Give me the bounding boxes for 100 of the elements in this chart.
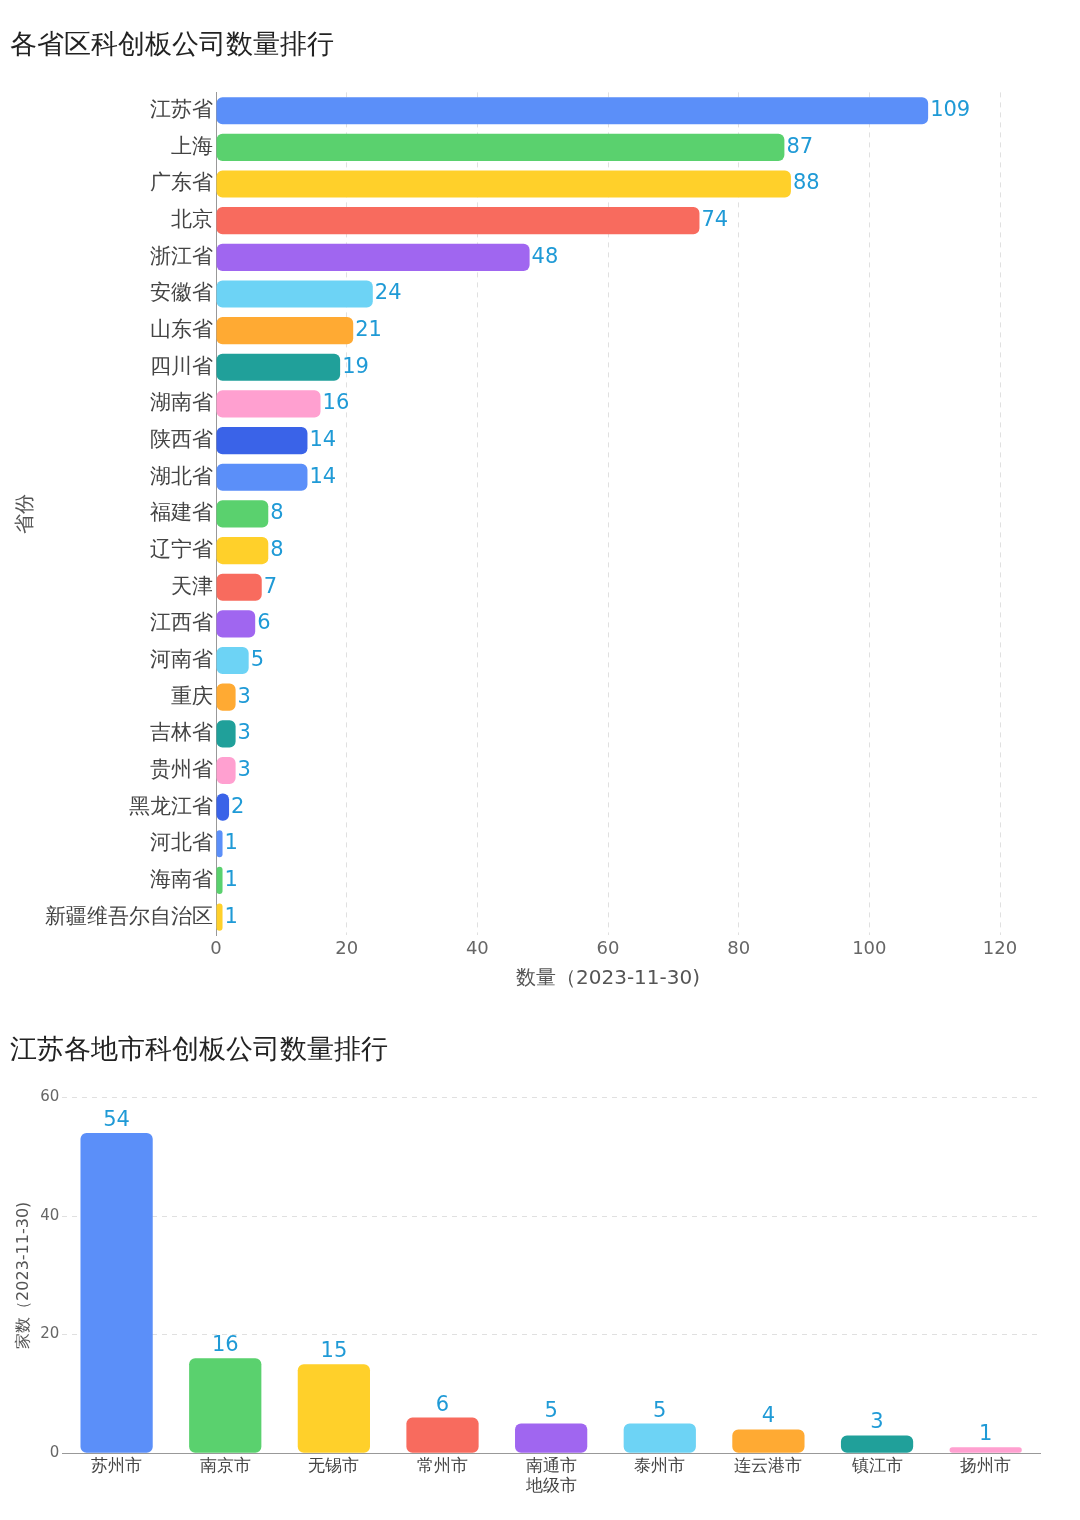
x-tick-label: 苏州市	[91, 1454, 143, 1475]
y-axis-title: 家数（2023-11-30)	[12, 1201, 32, 1349]
data-label: 5	[653, 1397, 667, 1422]
data-label: 74	[701, 207, 729, 232]
y-tick-label: 天津	[171, 573, 213, 598]
data-label: 19	[342, 353, 369, 378]
bar	[406, 1417, 479, 1453]
data-label: 6	[435, 1391, 450, 1416]
x-tick-label: 20	[335, 936, 359, 958]
x-tick-label: 无锡市	[308, 1454, 360, 1475]
y-tick-label: 重庆	[171, 683, 213, 708]
data-label: 21	[355, 317, 382, 342]
data-label: 14	[309, 427, 337, 452]
bar	[216, 610, 256, 638]
data-label: 8	[270, 500, 284, 525]
data-label: 3	[237, 683, 251, 708]
bar	[949, 1447, 1022, 1453]
data-label: 14	[309, 463, 337, 488]
data-label: 16	[211, 1332, 239, 1357]
bar	[216, 463, 308, 491]
bar	[216, 390, 321, 418]
y-tick-label: 黑龙江省	[129, 793, 213, 818]
data-label: 54	[103, 1106, 130, 1131]
data-label: 88	[792, 170, 820, 195]
bar	[297, 1364, 370, 1453]
y-tick-label: 湖南省	[150, 390, 213, 415]
data-label: 24	[374, 280, 402, 305]
data-label: 1	[224, 903, 238, 928]
x-tick-label: 常州市	[417, 1454, 469, 1475]
data-label: 7	[263, 573, 278, 598]
bar	[515, 1423, 588, 1453]
data-label: 109	[930, 97, 971, 122]
x-tick-label: 100	[852, 936, 887, 958]
data-label: 87	[786, 133, 814, 158]
bar	[216, 280, 373, 308]
data-label: 16	[322, 390, 350, 415]
y-tick-label: 40	[40, 1205, 60, 1224]
x-tick-label: 扬州市	[960, 1454, 1012, 1475]
data-label: 15	[320, 1338, 348, 1363]
x-tick-label: 40	[465, 936, 489, 958]
x-tick-label: 南通市地级市	[524, 1454, 577, 1496]
bar	[216, 573, 262, 601]
y-tick-label: 广东省	[150, 170, 213, 195]
y-tick-label: 江西省	[150, 610, 213, 635]
bar	[840, 1435, 914, 1453]
x-tick-label: 120	[982, 936, 1018, 958]
data-label: 1	[224, 866, 238, 891]
data-label: 1	[224, 830, 238, 855]
x-tick-label: 连云港市	[734, 1454, 803, 1475]
y-tick-label: 福建省	[150, 500, 213, 525]
bar	[216, 427, 308, 455]
bar	[189, 1358, 262, 1453]
x-tick-label: 泰州市	[634, 1454, 686, 1475]
y-tick-label: 海南省	[150, 866, 213, 891]
y-tick-label: 四川省	[150, 353, 213, 378]
y-axis-title: 省份	[12, 493, 37, 534]
data-label: 8	[270, 537, 284, 562]
x-axis-title: 数量（2023-11-30)	[515, 965, 701, 990]
data-label: 3	[870, 1409, 884, 1434]
data-label: 4	[761, 1403, 776, 1428]
bar	[216, 243, 530, 271]
bar	[80, 1132, 153, 1453]
x-tick-label: 镇江市	[850, 1454, 903, 1475]
data-label: 3	[237, 720, 251, 745]
y-tick-label: 上海	[171, 133, 213, 158]
y-tick-label: 新疆维吾尔自治区	[45, 903, 213, 928]
data-label: 2	[231, 793, 245, 818]
chart-title: 各省区科创板公司数量排行	[10, 28, 334, 60]
y-tick-label: 吉林省	[150, 720, 213, 745]
bar	[216, 170, 791, 198]
y-tick-label: 60	[40, 1087, 60, 1106]
data-label: 5	[250, 646, 265, 671]
bar	[216, 720, 236, 748]
x-tick-label: 80	[727, 936, 751, 958]
y-tick-label: 陕西省	[150, 427, 213, 452]
y-tick-label: 贵州省	[150, 756, 213, 781]
y-tick-label: 河南省	[150, 646, 213, 671]
y-tick-label: 湖北省	[150, 463, 213, 488]
x-tick-label: 南京市	[199, 1454, 251, 1475]
bar	[732, 1429, 805, 1453]
y-tick-label: 河北省	[150, 830, 213, 855]
data-label: 48	[531, 243, 559, 268]
y-tick-label: 安徽省	[150, 280, 213, 305]
bar	[216, 500, 269, 528]
y-tick-label: 辽宁省	[150, 537, 213, 562]
x-tick-label: 60	[596, 936, 620, 958]
y-tick-label: 山东省	[150, 317, 213, 342]
bar	[216, 97, 929, 125]
data-label: 3	[237, 756, 251, 781]
data-label: 1	[979, 1421, 993, 1446]
bar	[216, 536, 269, 565]
data-label: 5	[544, 1397, 558, 1422]
bar	[623, 1423, 696, 1453]
chart-title: 江苏各地市科创板公司数量排行	[10, 1033, 388, 1065]
y-tick-label: 浙江省	[150, 243, 213, 268]
data-label: 6	[257, 610, 271, 635]
y-tick-label: 20	[40, 1324, 60, 1343]
bar	[216, 133, 785, 161]
bar	[216, 353, 341, 381]
y-tick-label: 北京	[171, 207, 213, 232]
